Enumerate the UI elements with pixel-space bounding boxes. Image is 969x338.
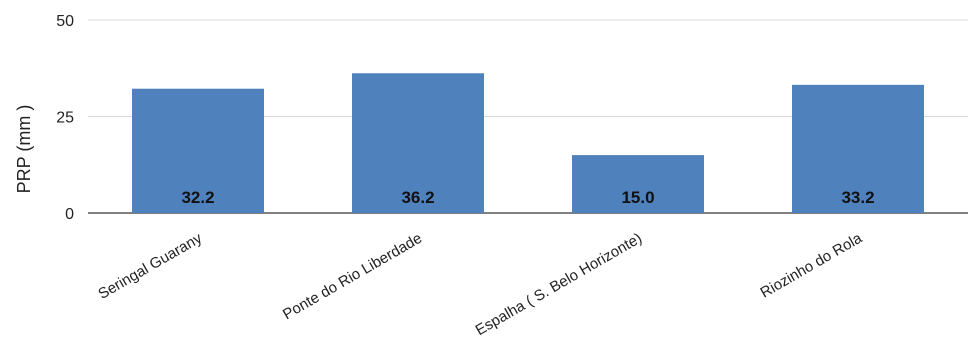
bar — [572, 155, 704, 213]
bar — [132, 88, 264, 213]
bar — [792, 84, 924, 214]
data-label: 15.0 — [621, 188, 654, 207]
y-tick-label: 25 — [56, 110, 74, 127]
data-label: 36.2 — [401, 188, 434, 207]
bar — [352, 73, 484, 213]
x-tick-label: Ponte do Rio Liberdade — [280, 230, 425, 324]
y-tick-label: 0 — [65, 206, 74, 223]
x-tick-label: Seringal Guarany — [95, 229, 205, 302]
bar-layer — [132, 73, 924, 214]
x-tick-label: Espalha ( S. Belo Horizonte) — [473, 230, 645, 338]
x-tick-label: Riozinho do Rola — [758, 229, 866, 301]
y-axis-title: PRP (mm ) — [14, 105, 34, 194]
data-label: 32.2 — [181, 188, 214, 207]
y-tick-label: 50 — [56, 13, 74, 30]
data-label: 33.2 — [841, 188, 874, 207]
